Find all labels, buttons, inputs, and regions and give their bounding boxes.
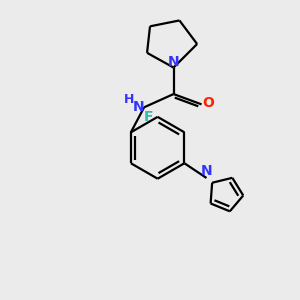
Text: O: O	[202, 96, 214, 110]
Text: H: H	[124, 93, 134, 106]
Text: N: N	[168, 55, 179, 69]
Text: F: F	[143, 110, 153, 124]
Text: N: N	[133, 100, 145, 114]
Text: N: N	[201, 164, 212, 178]
